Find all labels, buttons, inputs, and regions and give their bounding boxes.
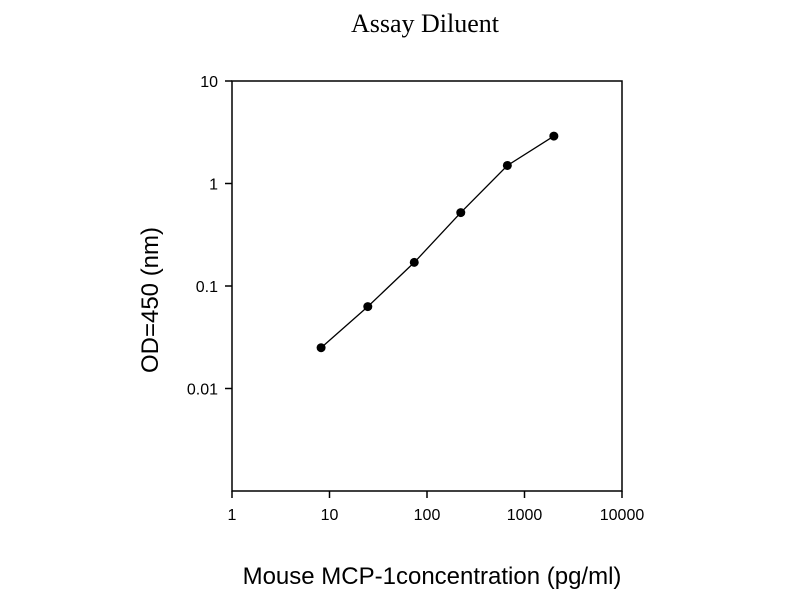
y-axis: 0.01 0.1 1 10 bbox=[187, 74, 232, 399]
data-point bbox=[363, 302, 373, 312]
data-point bbox=[549, 131, 559, 141]
y-tick-label: 10 bbox=[200, 74, 218, 91]
y-tick-label: 1 bbox=[209, 177, 218, 194]
x-tick-label: 1 bbox=[228, 507, 237, 524]
x-tick-label: 100 bbox=[414, 507, 441, 524]
y-tick-label: 0.01 bbox=[187, 382, 218, 399]
data-point bbox=[456, 208, 466, 218]
data-point bbox=[502, 160, 512, 170]
data-points bbox=[316, 131, 559, 353]
x-tick-label: 10000 bbox=[600, 507, 645, 524]
y-axis-label: OD=450 (nm) bbox=[137, 227, 164, 373]
plot-frame bbox=[231, 80, 623, 492]
data-point bbox=[316, 343, 326, 353]
data-point bbox=[409, 257, 419, 267]
x-tick-label: 10 bbox=[321, 507, 339, 524]
series-line bbox=[320, 135, 555, 349]
x-tick-label: 1000 bbox=[507, 507, 543, 524]
y-tick-label: 0.1 bbox=[196, 279, 218, 296]
x-axis-label: Mouse MCP-1concentration (pg/ml) bbox=[243, 563, 622, 590]
x-axis: 1 10 100 1000 10000 bbox=[228, 491, 645, 524]
chart-title: Assay Diluent bbox=[351, 9, 500, 38]
